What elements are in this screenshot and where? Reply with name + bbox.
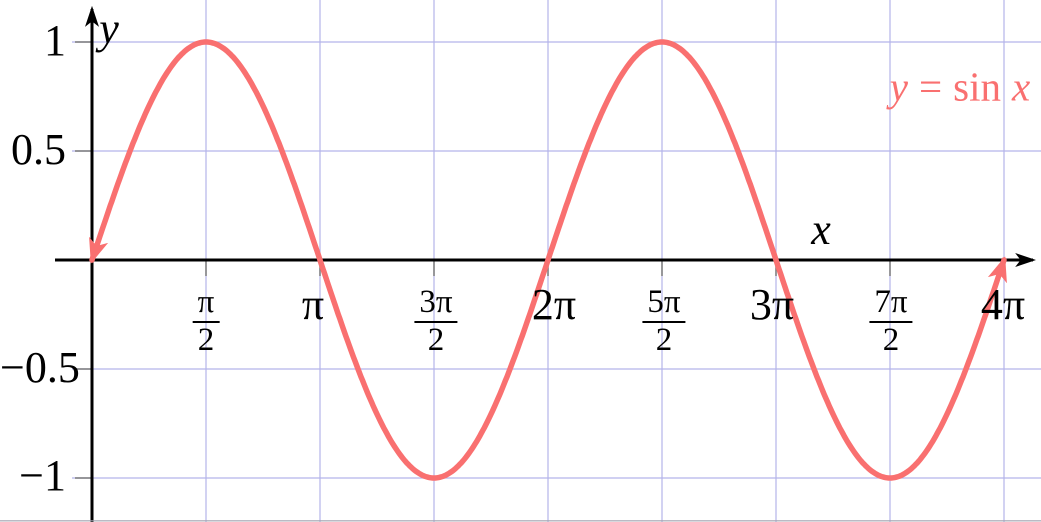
x-tick-label-3pi-over-2: 3π 2	[414, 285, 458, 359]
y-tick-label-0-5: 0.5	[11, 125, 66, 175]
legend-label: y = sin x	[889, 63, 1031, 110]
legend-lhs: y	[889, 63, 909, 110]
fraction-denominator: 2	[655, 322, 673, 359]
y-axis-label: y	[99, 4, 119, 53]
legend-equals: =	[919, 63, 943, 110]
y-tick-label-neg-1: −1	[19, 451, 66, 501]
fraction-numerator: 7π	[869, 285, 913, 324]
legend-fn: sin	[953, 63, 1001, 110]
y-tick-label-1: 1	[44, 16, 66, 66]
fraction-numerator: π	[192, 285, 220, 324]
x-tick-label-3pi: 3π	[749, 280, 795, 329]
x-tick-label-5pi-over-2: 5π 2	[642, 285, 686, 359]
fraction-numerator: 5π	[642, 285, 686, 324]
legend-arg: x	[1011, 63, 1031, 110]
x-axis-label: x	[811, 205, 831, 254]
y-axis-tick-marks	[75, 41, 93, 479]
fraction-numerator: 3π	[414, 285, 458, 324]
fraction-denominator: 2	[197, 322, 215, 359]
x-tick-label-2pi: 2π	[531, 280, 577, 329]
x-tick-label-pi-over-2: π 2	[192, 285, 220, 359]
x-tick-label-7pi-over-2: 7π 2	[869, 285, 913, 359]
x-tick-label-pi: π	[301, 280, 325, 329]
y-tick-label-neg-0-5: −0.5	[0, 343, 80, 393]
fraction-denominator: 2	[427, 322, 445, 359]
fraction-denominator: 2	[882, 322, 900, 359]
x-tick-label-4pi: 4π	[980, 280, 1026, 329]
sine-curve	[89, 39, 1007, 481]
